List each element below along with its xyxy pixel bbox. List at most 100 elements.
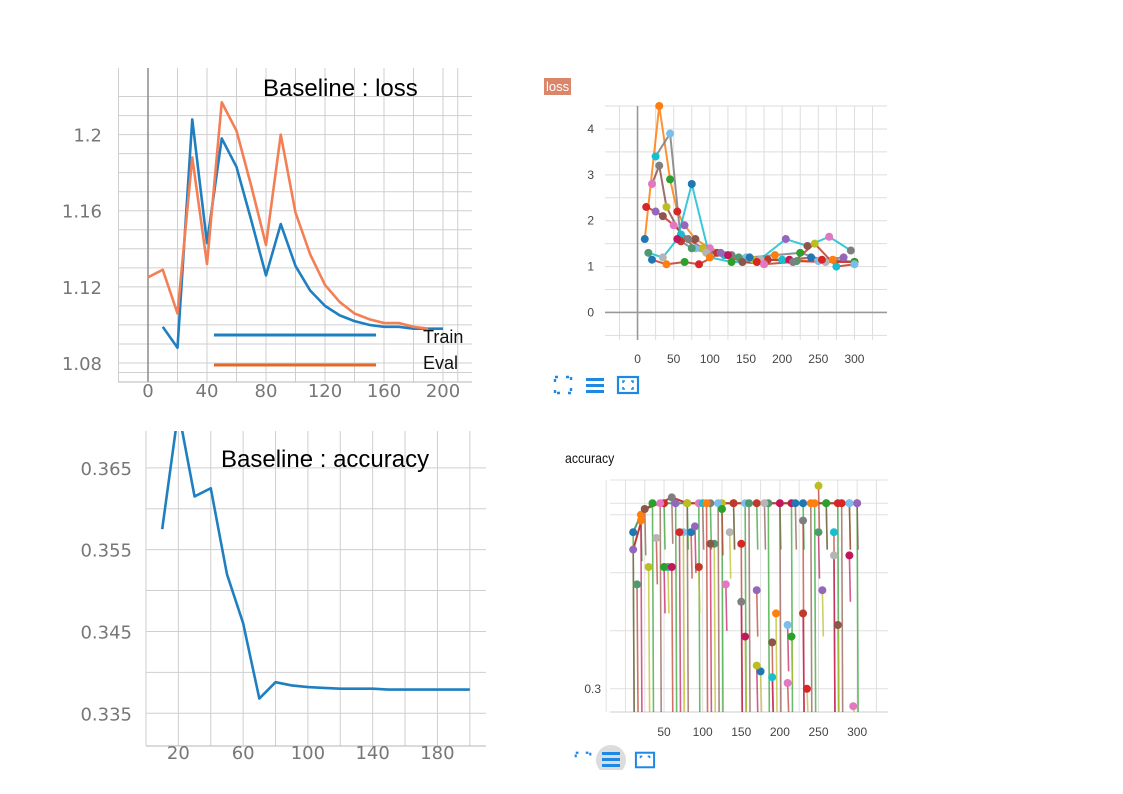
data-point	[814, 481, 823, 490]
data-point	[648, 180, 656, 188]
data-point	[671, 499, 680, 508]
data-point	[666, 175, 675, 184]
data-point	[829, 551, 838, 560]
drop-line	[837, 624, 840, 712]
x-tick-label: 180	[420, 743, 454, 764]
data-point	[775, 499, 784, 508]
y-tick-label: 1.2	[73, 126, 102, 147]
y-tick-label: 1.12	[62, 278, 102, 299]
x-tick-label: 160	[367, 381, 401, 402]
drop-line	[725, 584, 728, 631]
chart-title: Baseline : accuracy	[221, 446, 429, 473]
drop-line	[732, 503, 736, 550]
drop-line	[636, 584, 639, 712]
drop-line	[632, 549, 635, 712]
data-point	[756, 667, 765, 676]
data-point	[803, 241, 812, 250]
drop-line	[755, 665, 759, 712]
data-point	[644, 248, 653, 257]
data-point	[760, 260, 769, 269]
data-point	[648, 499, 657, 508]
drop-line	[817, 532, 821, 579]
drop-line	[690, 532, 693, 579]
data-point	[745, 499, 753, 508]
x-tick-label: 150	[731, 725, 751, 739]
data-point	[680, 258, 689, 266]
data-point	[778, 255, 787, 264]
data-point	[727, 258, 736, 266]
data-point	[629, 528, 638, 537]
y-tick-label: 0.345	[80, 622, 132, 643]
list-icon[interactable]	[595, 744, 627, 770]
x-tick-label: 250	[808, 352, 828, 366]
fit-domain-icon[interactable]	[616, 374, 640, 396]
data-point	[806, 499, 815, 508]
data-point	[687, 180, 696, 188]
data-point	[714, 499, 723, 508]
drop-line	[802, 613, 805, 712]
accuracy-scatter-chart: 0.3 50 100 150 200 250 300	[584, 479, 888, 739]
data-point	[814, 528, 823, 537]
drop-line	[848, 503, 852, 550]
drop-line	[678, 532, 682, 712]
y-tick-label: 0	[587, 305, 594, 319]
drop-line	[674, 503, 678, 712]
data-point	[683, 499, 692, 508]
data-point	[846, 246, 855, 255]
drop-line	[813, 503, 817, 712]
data-point	[825, 232, 834, 241]
data-point	[655, 161, 664, 170]
drop-line	[771, 677, 774, 712]
expand-icon[interactable]	[552, 374, 574, 396]
data-point	[648, 255, 656, 264]
data-point	[818, 586, 827, 595]
data-point	[702, 499, 711, 508]
drop-line	[705, 503, 709, 712]
drop-line	[713, 543, 717, 712]
data-point	[802, 684, 811, 693]
y-tick-label: 1	[587, 260, 594, 274]
data-point	[752, 499, 761, 508]
tag-badge: loss	[544, 78, 572, 95]
drop-line	[659, 503, 662, 712]
data-point	[770, 251, 779, 260]
data-point	[729, 499, 738, 508]
data-point	[845, 499, 854, 508]
drop-line	[817, 485, 821, 533]
data-point	[721, 580, 730, 589]
baseline-accuracy-chart: 0.335 0.345 0.355 0.365 20 60 100 140 180 Basel…	[80, 431, 486, 764]
data-point	[799, 516, 808, 525]
y-tick-label: 2	[587, 214, 594, 228]
fit-domain-icon[interactable]	[633, 750, 657, 770]
list-icon[interactable]	[584, 374, 606, 396]
tensorboard-loss-card: loss 0 1 2 3 4 0 50 100 150 200 250 300	[540, 72, 900, 402]
y-tick-label: 4	[587, 122, 594, 136]
x-tick-label: 300	[844, 352, 864, 366]
x-tick-label: 200	[770, 725, 790, 739]
data-point	[673, 207, 682, 216]
drop-line	[779, 503, 782, 712]
data-point	[783, 621, 792, 629]
data-point	[662, 202, 671, 211]
drop-line	[786, 682, 790, 712]
data-point	[791, 499, 800, 508]
data-point	[717, 505, 726, 513]
data-point	[633, 580, 642, 589]
data-point	[705, 253, 714, 262]
data-point	[781, 235, 790, 244]
expand-icon[interactable]	[573, 750, 593, 770]
drop-line	[790, 636, 794, 684]
series-line-eval	[147, 100, 429, 331]
data-point	[783, 679, 792, 687]
drop-line	[655, 537, 659, 585]
x-tick-label: 60	[232, 743, 255, 764]
data-point	[690, 522, 699, 531]
drop-line	[848, 555, 852, 602]
drop-line	[667, 566, 670, 614]
data-point	[636, 510, 645, 519]
data-point	[837, 499, 846, 508]
data-point	[752, 586, 761, 595]
legend-train-label: Train	[423, 327, 463, 347]
x-tick-label: 100	[700, 352, 720, 366]
data-point	[642, 202, 651, 211]
